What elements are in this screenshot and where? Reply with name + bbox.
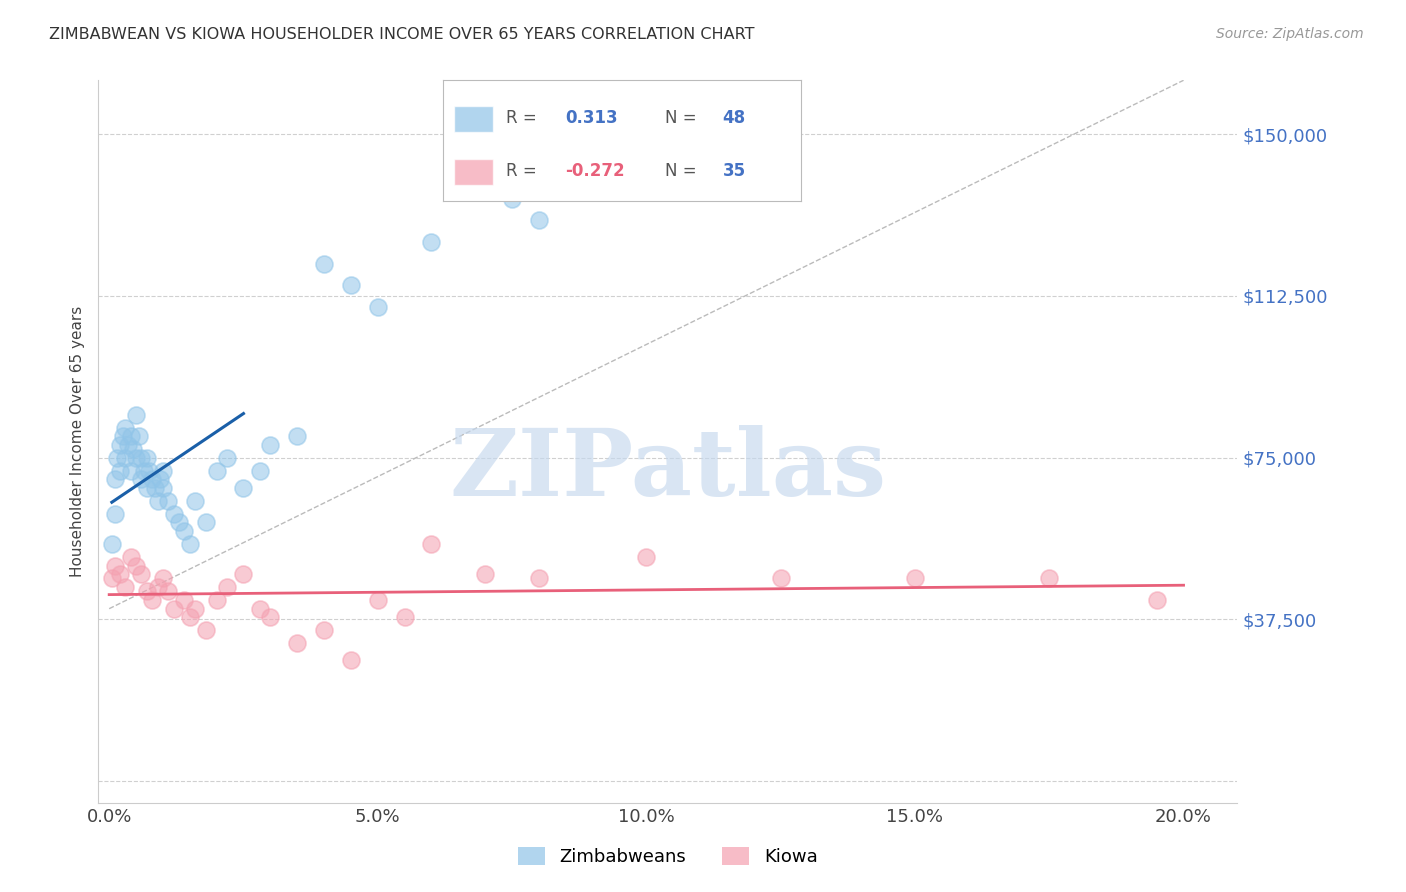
Point [132,464,155,478]
Point [259,610,281,624]
Text: ZIPatlas: ZIPatlas [450,425,886,516]
Point [249,464,271,478]
Point [285,636,308,650]
Point [114,420,136,434]
Point [114,580,136,594]
Point [108,567,131,582]
Point [420,537,443,551]
Point [420,235,443,249]
Point [367,593,389,607]
Point [125,408,148,422]
Point [1146,593,1168,607]
Point [128,429,150,443]
Point [125,450,148,465]
Point [114,450,136,465]
Point [138,464,160,478]
Point [173,524,195,538]
Point [146,580,169,594]
Text: N =: N = [665,109,697,128]
Point [157,584,180,599]
Point [108,438,131,452]
Text: 35: 35 [723,161,745,179]
Point [179,610,201,624]
Point [101,537,124,551]
Point [105,450,128,465]
Point [217,450,239,465]
Point [474,567,496,582]
Text: -0.272: -0.272 [565,161,624,179]
Point [312,257,335,271]
Point [157,493,180,508]
Point [146,493,169,508]
Point [179,537,201,551]
Point [194,624,217,638]
FancyBboxPatch shape [454,159,494,185]
Point [285,429,308,443]
Point [152,464,174,478]
Point [205,464,228,478]
Point [217,580,239,594]
Point [141,593,163,607]
Text: 0.313: 0.313 [565,109,617,128]
Point [249,601,271,615]
Text: R =: R = [506,161,536,179]
Point [103,472,125,486]
Point [149,472,172,486]
Point [527,213,550,227]
Text: 48: 48 [723,109,745,128]
Point [527,572,550,586]
Point [904,572,927,586]
Y-axis label: Householder Income Over 65 years: Householder Income Over 65 years [70,306,86,577]
Point [367,300,389,314]
Point [173,593,195,607]
Point [184,601,207,615]
Point [394,610,416,624]
Text: R =: R = [506,109,536,128]
Legend: Zimbabweans, Kiowa: Zimbabweans, Kiowa [510,839,825,873]
Point [120,464,142,478]
Point [131,567,153,582]
Point [152,572,174,586]
Point [184,493,207,508]
Point [501,192,523,206]
Point [108,464,131,478]
Point [103,507,125,521]
Text: ZIMBABWEAN VS KIOWA HOUSEHOLDER INCOME OVER 65 YEARS CORRELATION CHART: ZIMBABWEAN VS KIOWA HOUSEHOLDER INCOME O… [49,27,755,42]
Point [259,438,281,452]
Point [122,442,145,456]
Point [636,549,658,564]
Point [131,472,153,486]
Point [312,624,335,638]
Point [340,278,363,293]
Point [103,558,125,573]
Point [194,516,217,530]
Point [340,653,363,667]
Point [1038,572,1060,586]
Point [232,481,254,495]
Point [120,429,142,443]
Point [582,149,605,163]
Point [141,472,163,486]
Point [232,567,254,582]
FancyBboxPatch shape [454,105,494,132]
Point [120,549,142,564]
Point [162,507,184,521]
Point [135,450,157,465]
Text: N =: N = [665,161,697,179]
Point [131,450,153,465]
Point [143,481,166,495]
Point [135,481,157,495]
Point [135,584,157,599]
Point [125,558,148,573]
Point [205,593,228,607]
Point [111,429,134,443]
Point [117,438,139,452]
Point [162,601,184,615]
Point [152,481,174,495]
Point [769,572,792,586]
Point [101,572,124,586]
Point [167,516,190,530]
Text: Source: ZipAtlas.com: Source: ZipAtlas.com [1216,27,1364,41]
